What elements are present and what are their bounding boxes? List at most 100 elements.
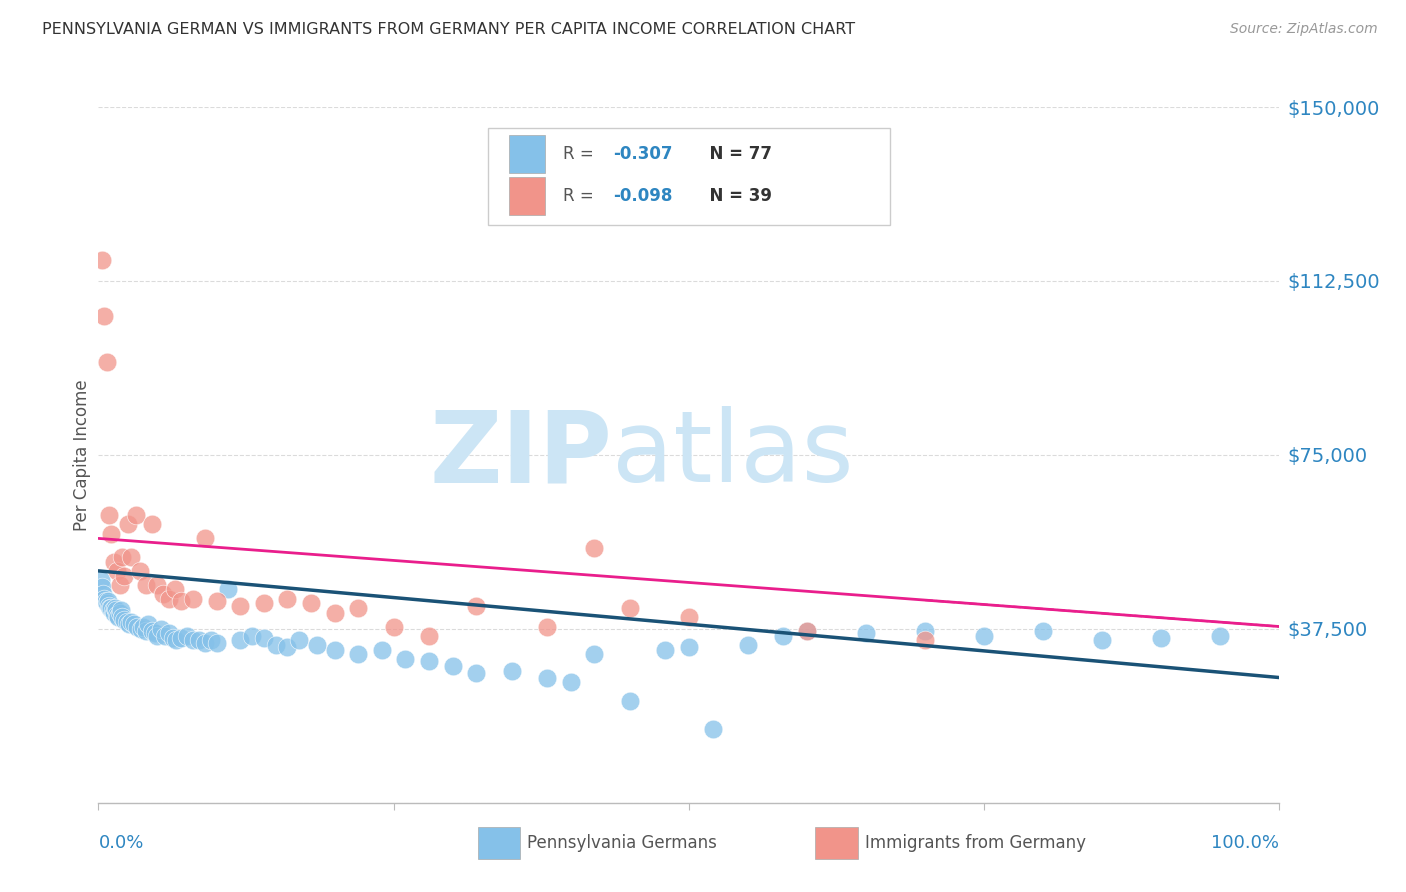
Y-axis label: Per Capita Income: Per Capita Income [73,379,91,531]
Point [441,659,464,673]
Point [619,601,641,615]
Point [107,610,129,624]
Point [100,601,122,615]
Point [855,626,877,640]
Point [536,619,558,633]
Point [127,619,149,633]
Point [118,617,141,632]
Point [229,633,252,648]
Point [205,636,228,650]
Point [264,638,287,652]
Text: 0.0%: 0.0% [98,834,143,852]
Point [121,549,143,564]
Point [152,587,174,601]
Point [170,594,193,608]
Point [371,642,394,657]
Point [146,578,169,592]
Text: -0.098: -0.098 [613,187,672,205]
Point [162,631,184,645]
Text: -0.307: -0.307 [613,145,673,163]
Point [796,624,818,639]
Point [153,629,176,643]
Point [100,526,122,541]
Point [418,654,440,668]
Text: PENNSYLVANIA GERMAN VS IMMIGRANTS FROM GERMANY PER CAPITA INCOME CORRELATION CHA: PENNSYLVANIA GERMAN VS IMMIGRANTS FROM G… [42,22,855,37]
Point [105,607,128,622]
Point [157,626,180,640]
Point [101,603,124,617]
Point [382,619,405,633]
Point [125,508,148,523]
Point [96,355,118,369]
Point [105,603,128,617]
Point [240,629,263,643]
Point [1091,633,1114,648]
Text: atlas: atlas [612,407,853,503]
Point [194,532,217,546]
Point [973,629,995,643]
Point [90,573,112,587]
Point [143,626,166,640]
Point [103,606,125,620]
Point [253,596,276,610]
Point [150,622,173,636]
Point [91,580,114,594]
Text: Source: ZipAtlas.com: Source: ZipAtlas.com [1230,22,1378,37]
Point [536,671,558,685]
Point [141,517,163,532]
Point [205,594,228,608]
Point [465,665,488,680]
Point [98,601,121,615]
Point [323,642,346,657]
Point [678,640,700,655]
Point [619,694,641,708]
Point [91,253,114,268]
Point [165,582,187,597]
Point [141,624,163,639]
Point [122,617,145,632]
Text: R =: R = [562,187,599,205]
Point [305,638,328,652]
FancyBboxPatch shape [488,128,890,226]
Point [347,648,370,662]
Point [93,309,115,323]
Point [465,599,488,613]
Point [112,568,135,582]
Point [418,629,440,643]
Point [132,619,155,633]
Point [121,615,143,629]
Point [702,722,724,736]
Point [914,633,936,648]
Point [165,633,187,648]
Point [117,517,139,532]
Point [115,615,138,629]
Point [583,648,606,662]
Point [299,596,322,610]
Point [187,633,209,648]
Point [914,624,936,639]
Point [170,631,193,645]
Point [347,601,370,615]
Point [136,617,159,632]
Point [96,596,118,610]
Point [276,591,298,606]
Point [501,664,523,678]
Point [654,642,676,657]
Point [111,610,134,624]
Point [135,578,157,592]
Point [229,599,252,613]
Point [146,629,169,643]
Point [1209,629,1232,643]
Point [111,549,134,564]
Point [1150,631,1173,645]
Point [217,582,239,597]
Point [94,594,117,608]
Point [737,638,759,652]
Point [97,594,120,608]
Point [110,603,132,617]
Point [176,629,198,643]
Text: ZIP: ZIP [429,407,612,503]
Point [583,541,606,555]
Point [98,599,121,613]
Point [194,636,217,650]
